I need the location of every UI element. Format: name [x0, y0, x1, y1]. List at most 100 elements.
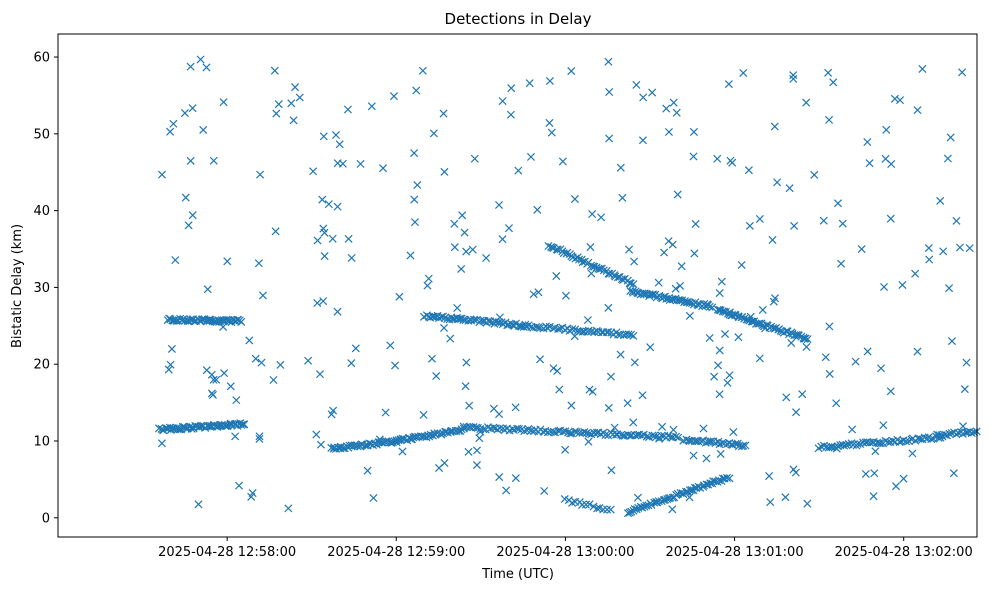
- detection-point: [184, 221, 193, 230]
- detection-point: [271, 227, 280, 236]
- detection-point: [790, 221, 799, 230]
- detection-point: [714, 476, 723, 485]
- detection-point: [333, 307, 342, 316]
- detection-point: [219, 322, 228, 331]
- detection-point: [188, 104, 197, 113]
- detection-point: [395, 292, 404, 301]
- detection-point: [821, 353, 830, 362]
- detection-point: [616, 163, 625, 172]
- detection-point: [958, 422, 968, 431]
- detection-point: [367, 102, 376, 111]
- detection-point: [773, 178, 782, 187]
- detection-point: [888, 436, 897, 445]
- detection-point: [898, 280, 907, 290]
- y-tick-label: 10: [33, 435, 50, 450]
- detection-point: [547, 128, 556, 137]
- detection-point: [570, 332, 579, 341]
- detection-point: [570, 195, 579, 204]
- detection-point: [232, 396, 241, 405]
- detection-point: [327, 443, 336, 452]
- detection-point: [186, 62, 195, 71]
- detection-point: [725, 474, 734, 483]
- detection-point: [802, 98, 811, 107]
- detection-point: [671, 284, 680, 293]
- detection-point: [448, 315, 457, 324]
- detection-point: [742, 315, 751, 324]
- detection-point: [801, 334, 810, 343]
- detection-point: [316, 440, 325, 449]
- detection-point: [699, 424, 708, 433]
- detection-point: [315, 370, 325, 379]
- detection-point: [476, 427, 485, 436]
- detection-point: [794, 331, 803, 340]
- detection-point: [654, 278, 663, 287]
- detection-point: [514, 166, 523, 175]
- detection-point: [585, 500, 594, 509]
- detection-point: [646, 343, 655, 352]
- detection-point: [802, 342, 811, 351]
- detection-point: [610, 423, 619, 432]
- detection-point: [511, 474, 520, 483]
- detection-point: [312, 430, 321, 439]
- detection-point: [630, 358, 639, 367]
- detection-point: [495, 473, 504, 482]
- detection-point: [881, 436, 890, 445]
- detection-point: [677, 262, 686, 271]
- detection-point: [462, 358, 471, 367]
- x-tick-label: 2025-04-28 13:00:00: [496, 545, 634, 560]
- detection-point: [188, 211, 197, 220]
- detection-point: [470, 154, 479, 163]
- detection-point: [722, 473, 732, 482]
- detection-point: [533, 205, 542, 214]
- detection-point: [220, 369, 229, 378]
- detection-point: [734, 313, 743, 322]
- detection-point: [803, 335, 812, 344]
- y-axis-label: Bistatic Delay (km): [10, 224, 25, 348]
- detection-point: [696, 483, 705, 492]
- detection-point: [423, 281, 432, 290]
- detection-point: [832, 444, 841, 453]
- detection-point: [375, 435, 384, 444]
- detection-point: [691, 219, 700, 228]
- detection-point: [167, 344, 176, 353]
- detection-point: [343, 105, 352, 114]
- detection-point: [697, 437, 706, 446]
- detection-point: [632, 80, 641, 89]
- detection-point: [247, 492, 256, 501]
- detection-point: [237, 420, 246, 430]
- detection-point: [495, 200, 504, 209]
- detection-point: [947, 429, 956, 438]
- detection-point: [418, 66, 427, 75]
- detection-point: [208, 390, 217, 399]
- detection-point: [256, 170, 265, 179]
- detection-point: [237, 317, 246, 326]
- detection-point: [754, 319, 763, 328]
- detection-point: [419, 410, 428, 419]
- detection-point: [209, 156, 218, 165]
- detection-point: [690, 249, 699, 258]
- detection-point: [272, 109, 281, 118]
- detection-point: [567, 401, 576, 410]
- detection-point: [601, 431, 610, 440]
- detection-point: [482, 254, 491, 263]
- x-tick-label: 2025-04-28 13:02:00: [835, 545, 973, 560]
- y-tick-label: 20: [33, 358, 50, 373]
- detection-point: [825, 369, 834, 378]
- y-tick-label: 60: [33, 51, 50, 66]
- detection-point: [625, 245, 634, 254]
- detection-point: [676, 281, 685, 290]
- detection-point: [639, 93, 648, 102]
- detection-point: [629, 418, 638, 427]
- detection-point: [970, 428, 979, 437]
- detection-point: [386, 341, 395, 350]
- x-axis-label: Time (UTC): [481, 567, 554, 582]
- detection-point: [166, 360, 175, 369]
- detection-point: [255, 434, 264, 443]
- detection-point: [840, 441, 849, 450]
- detection-point: [702, 454, 711, 463]
- detection-point: [707, 437, 716, 446]
- detection-point: [647, 290, 656, 299]
- detection-point: [715, 390, 724, 399]
- detection-point: [664, 127, 673, 136]
- detection-point: [945, 284, 954, 293]
